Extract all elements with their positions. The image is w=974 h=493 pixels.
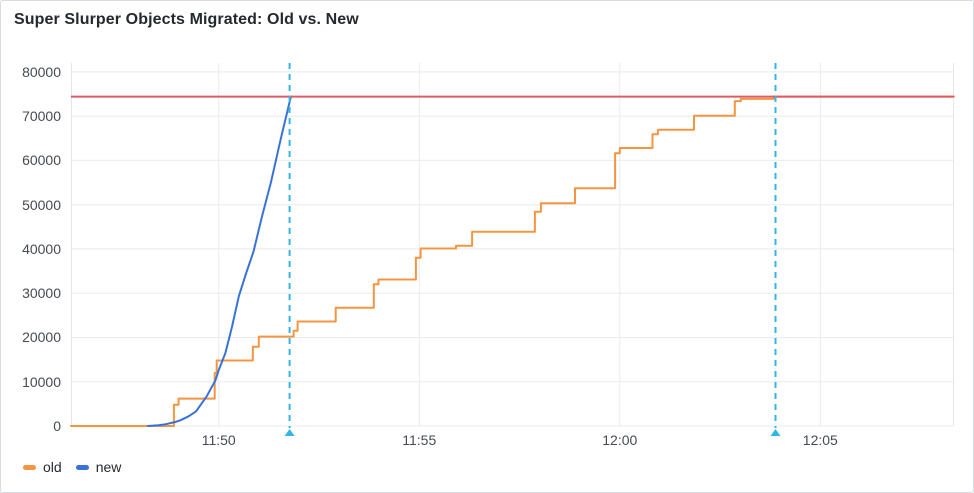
legend-item-label: new xyxy=(95,459,122,475)
legend: old new xyxy=(23,459,121,476)
y-axis-tick-label: 0 xyxy=(53,418,61,434)
old-series-line xyxy=(70,95,955,427)
y-axis-tick-label: 50000 xyxy=(22,196,61,213)
y-axis-tick-label: 20000 xyxy=(22,329,61,346)
x-axis-tick-label: 12:05 xyxy=(802,432,838,448)
new-series-color-icon xyxy=(75,465,89,470)
legend-item-label: old xyxy=(43,459,62,475)
x-axis-tick-label: 12:00 xyxy=(602,432,638,448)
panel-title: Super Slurper Objects Migrated: Old vs. … xyxy=(14,11,359,28)
new-series-line xyxy=(146,95,292,427)
y-axis-tick-label: 30000 xyxy=(22,285,61,302)
y-axis-tick-label: 60000 xyxy=(22,152,61,169)
legend-item-new[interactable]: new xyxy=(75,459,122,476)
plot-area[interactable] xyxy=(70,63,955,440)
annotation-marker[interactable] xyxy=(770,429,781,436)
x-axis-tick-label: 11:55 xyxy=(402,432,437,448)
old-series-color-icon xyxy=(23,465,36,470)
y-axis-tick-label: 10000 xyxy=(22,373,61,390)
annotation-marker[interactable] xyxy=(284,429,295,436)
y-axis-tick-label: 80000 xyxy=(22,63,61,80)
y-axis-tick-label: 70000 xyxy=(22,108,61,125)
y-axis-tick-label: 40000 xyxy=(22,240,61,257)
x-axis-tick-label: 11:50 xyxy=(201,432,236,448)
legend-item-old[interactable]: old xyxy=(23,459,62,476)
